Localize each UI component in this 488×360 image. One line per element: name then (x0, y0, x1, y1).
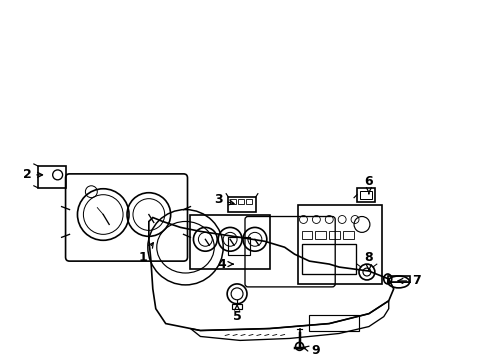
Text: 3: 3 (213, 193, 234, 206)
Text: 2: 2 (22, 168, 42, 181)
Bar (297, 204, 381, 284)
Bar (228, 197, 255, 212)
Bar (309, 315, 358, 330)
Bar (230, 199, 236, 204)
Text: 8: 8 (364, 251, 372, 270)
Bar (190, 215, 269, 269)
Bar (301, 244, 355, 274)
Bar (356, 188, 374, 202)
Bar (359, 191, 371, 199)
Bar (245, 199, 251, 204)
Bar (328, 231, 340, 239)
Text: 7: 7 (397, 274, 420, 287)
Text: 6: 6 (364, 175, 372, 194)
Bar (315, 231, 325, 239)
Bar (238, 199, 244, 204)
Text: 1: 1 (138, 243, 153, 264)
Bar (301, 231, 312, 239)
Bar (387, 276, 409, 282)
Bar (232, 304, 242, 309)
Text: 5: 5 (232, 305, 241, 323)
Bar (343, 231, 353, 239)
Bar (38, 166, 65, 188)
Text: 4: 4 (217, 258, 232, 271)
Text: 9: 9 (303, 344, 319, 357)
Bar (228, 237, 249, 255)
